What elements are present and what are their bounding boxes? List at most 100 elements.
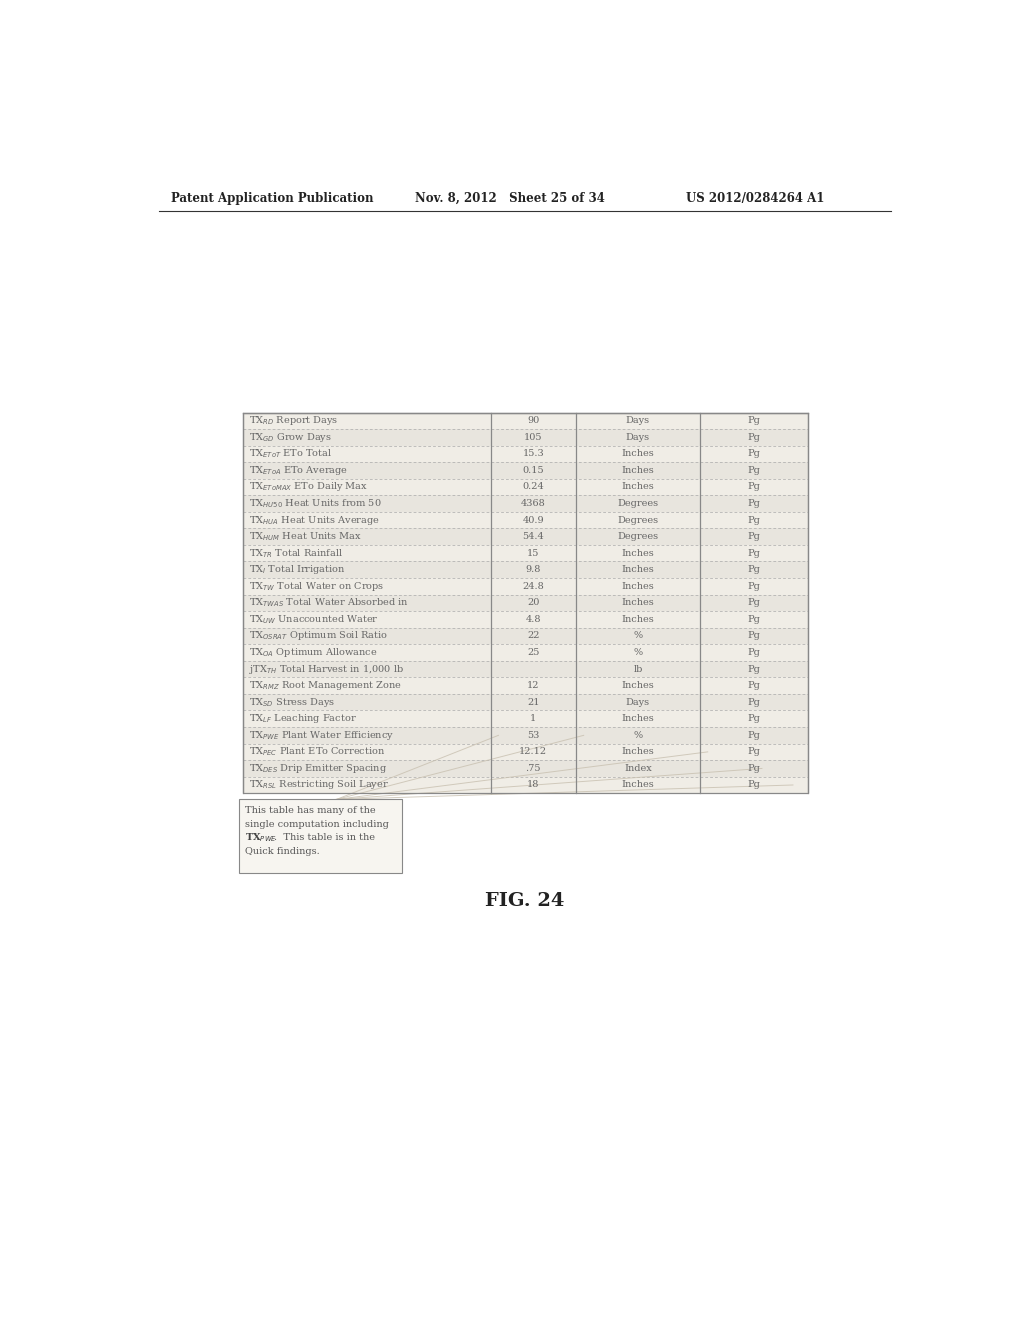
Text: Inches: Inches [622, 615, 654, 624]
Text: Pg: Pg [748, 499, 761, 508]
Text: Pg: Pg [748, 780, 761, 789]
Text: Pg: Pg [748, 631, 761, 640]
Bar [243, 462, 809, 479]
Text: TX$_{RMZ}$ Root Management Zone: TX$_{RMZ}$ Root Management Zone [249, 680, 401, 692]
Text: Days: Days [626, 416, 650, 425]
Text: Pg: Pg [748, 747, 761, 756]
Text: .75: .75 [525, 764, 541, 774]
Text: TX$_{OA}$ Optimum Allowance: TX$_{OA}$ Optimum Allowance [249, 645, 378, 659]
Bar [243, 545, 809, 561]
Text: Pg: Pg [748, 449, 761, 458]
Text: Inches: Inches [622, 582, 654, 591]
Text: jTX$_{TH}$ Total Harvest in 1,000 lb: jTX$_{TH}$ Total Harvest in 1,000 lb [249, 663, 404, 676]
Text: Inches: Inches [622, 549, 654, 558]
Text: Degrees: Degrees [617, 499, 658, 508]
Text: Inches: Inches [622, 714, 654, 723]
Text: %: % [634, 731, 642, 739]
Text: Inches: Inches [622, 565, 654, 574]
Bar [243, 528, 809, 545]
Text: Pg: Pg [748, 565, 761, 574]
Bar [243, 446, 809, 462]
Text: 40.9: 40.9 [522, 516, 544, 524]
Text: 0.24: 0.24 [522, 483, 544, 491]
Text: US 2012/0284264 A1: US 2012/0284264 A1 [686, 191, 824, 205]
Text: FIG. 24: FIG. 24 [485, 892, 564, 909]
Text: Inches: Inches [622, 466, 654, 475]
Text: 15: 15 [527, 549, 540, 558]
Text: 20: 20 [527, 598, 540, 607]
Bar [243, 661, 809, 677]
Text: lb: lb [633, 664, 643, 673]
Text: Nov. 8, 2012   Sheet 25 of 34: Nov. 8, 2012 Sheet 25 of 34 [415, 191, 604, 205]
Text: TX$_{GD}$ Grow Days: TX$_{GD}$ Grow Days [249, 430, 332, 444]
Text: Pg: Pg [748, 598, 761, 607]
Text: TX$_{EToMAX}$ ETo Daily Max: TX$_{EToMAX}$ ETo Daily Max [249, 480, 368, 494]
Bar [243, 743, 809, 760]
Text: Inches: Inches [622, 780, 654, 789]
Text: 53: 53 [527, 731, 540, 739]
Text: Degrees: Degrees [617, 532, 658, 541]
Text: Degrees: Degrees [617, 516, 658, 524]
Text: 90: 90 [527, 416, 540, 425]
Text: TX$_{HU50}$ Heat Units from 50: TX$_{HU50}$ Heat Units from 50 [249, 498, 382, 510]
Bar [239, 800, 401, 873]
Text: Pg: Pg [748, 582, 761, 591]
Text: TX$_{TW}$ Total Water on Crops: TX$_{TW}$ Total Water on Crops [249, 579, 384, 593]
Text: Pg: Pg [748, 532, 761, 541]
Text: TX$_{PWE}$: TX$_{PWE}$ [245, 832, 278, 845]
Text: TX$_{HUA}$ Heat Units Average: TX$_{HUA}$ Heat Units Average [249, 513, 380, 527]
Bar [243, 412, 809, 793]
Text: This table has many of the: This table has many of the [245, 805, 376, 814]
Text: Pg: Pg [748, 764, 761, 774]
Bar [243, 412, 809, 429]
Text: 1: 1 [530, 714, 537, 723]
Text: TX$_{SD}$ Stress Days: TX$_{SD}$ Stress Days [249, 696, 335, 709]
Text: Index: Index [624, 764, 652, 774]
Bar [243, 561, 809, 578]
Bar [243, 429, 809, 446]
Text: TX$_{EToA}$ ETo Average: TX$_{EToA}$ ETo Average [249, 463, 348, 477]
Text: TX$_{DES}$ Drip Emitter Spacing: TX$_{DES}$ Drip Emitter Spacing [249, 762, 387, 775]
Text: TX$_{TR}$ Total Rainfall: TX$_{TR}$ Total Rainfall [249, 546, 343, 560]
Text: %: % [634, 631, 642, 640]
Text: Inches: Inches [622, 449, 654, 458]
Text: 12: 12 [527, 681, 540, 690]
Text: Pg: Pg [748, 416, 761, 425]
Text: %: % [634, 648, 642, 657]
Bar [243, 677, 809, 694]
Text: 15.3: 15.3 [522, 449, 544, 458]
Text: Pg: Pg [748, 549, 761, 558]
Bar [243, 611, 809, 628]
Bar [243, 694, 809, 710]
Bar [243, 710, 809, 727]
Text: Pg: Pg [748, 731, 761, 739]
Text: 4.8: 4.8 [525, 615, 541, 624]
Text: TX$_{PWE}$ Plant Water Efficiency: TX$_{PWE}$ Plant Water Efficiency [249, 729, 394, 742]
Text: TX$_{LF}$ Leaching Factor: TX$_{LF}$ Leaching Factor [249, 713, 356, 725]
Text: 22: 22 [527, 631, 540, 640]
Text: Pg: Pg [748, 648, 761, 657]
Bar [243, 727, 809, 743]
Text: TX$_{TWAS}$ Total Water Absorbed in: TX$_{TWAS}$ Total Water Absorbed in [249, 597, 409, 610]
Text: 12.12: 12.12 [519, 747, 548, 756]
Bar [243, 628, 809, 644]
Bar [243, 760, 809, 776]
Text: Days: Days [626, 433, 650, 442]
Bar [243, 644, 809, 661]
Text: Pg: Pg [748, 433, 761, 442]
Text: TX$_{PEC}$ Plant ETo Correction: TX$_{PEC}$ Plant ETo Correction [249, 746, 385, 758]
Text: TX$_{I}$ Total Irrigation: TX$_{I}$ Total Irrigation [249, 564, 345, 577]
Text: Inches: Inches [622, 598, 654, 607]
Bar [243, 495, 809, 512]
Text: 18: 18 [527, 780, 540, 789]
Text: TX$_{OSRAT}$ Optimum Soil Ratio: TX$_{OSRAT}$ Optimum Soil Ratio [249, 630, 388, 643]
Text: Patent Application Publication: Patent Application Publication [171, 191, 373, 205]
Text: Pg: Pg [748, 516, 761, 524]
Text: 9.8: 9.8 [525, 565, 541, 574]
Text: Pg: Pg [748, 466, 761, 475]
Bar [243, 412, 809, 793]
Text: 21: 21 [527, 698, 540, 706]
Text: Days: Days [626, 698, 650, 706]
Text: Pg: Pg [748, 681, 761, 690]
Text: 25: 25 [527, 648, 540, 657]
